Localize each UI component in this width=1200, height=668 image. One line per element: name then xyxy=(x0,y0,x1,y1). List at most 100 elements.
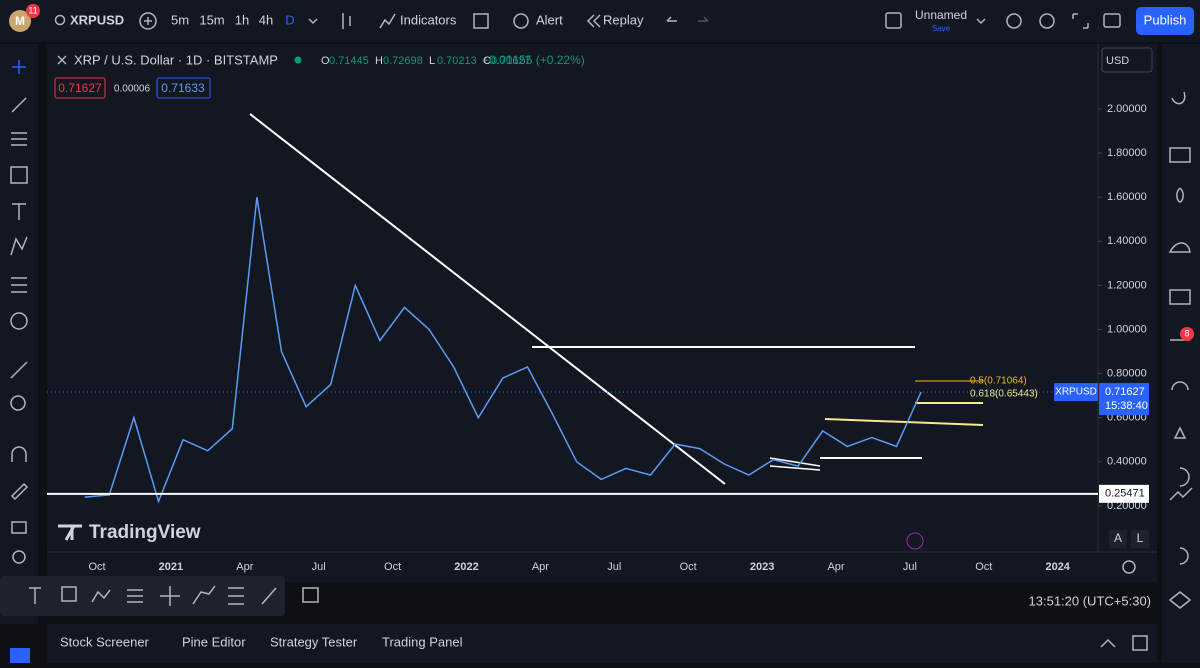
layout-icon[interactable] xyxy=(885,12,902,29)
bottom-tab[interactable]: Pine Editor xyxy=(182,634,246,649)
channel-line[interactable] xyxy=(824,418,984,426)
bottom-tab[interactable]: Stock Screener xyxy=(60,634,150,649)
lock[interactable] xyxy=(11,521,27,534)
replay-icon xyxy=(586,14,601,28)
interval[interactable]: 15m xyxy=(199,12,224,27)
pattern-tool[interactable] xyxy=(10,236,28,256)
publish-button[interactable] xyxy=(1136,7,1194,35)
badge xyxy=(26,4,40,18)
scale-btn[interactable] xyxy=(1109,530,1127,548)
interval[interactable]: 4h xyxy=(259,12,273,27)
fib-label: 0.5(0.71064) xyxy=(970,376,1027,387)
currency: USD xyxy=(1106,55,1129,67)
crosshair[interactable] xyxy=(12,60,26,74)
publish-label: Publish xyxy=(1144,12,1187,27)
fullscreen[interactable] xyxy=(1072,13,1089,29)
interval[interactable]: 5m xyxy=(171,12,189,27)
flag[interactable] xyxy=(769,457,821,471)
support-label: 0.25471 xyxy=(1105,488,1145,500)
x-tick-label: 2024 xyxy=(1045,561,1070,573)
shape-tool[interactable] xyxy=(10,166,28,184)
layout-name[interactable]: Unnamed xyxy=(915,8,967,22)
bottom-tab[interactable]: Strategy Tester xyxy=(270,634,358,649)
add-symbol[interactable] xyxy=(139,12,157,30)
trend-tool[interactable] xyxy=(11,97,27,113)
y-tick-label: 1.00000 xyxy=(1107,323,1147,335)
bottom-tab[interactable]: Trading Panel xyxy=(382,634,463,649)
support-tag xyxy=(1099,484,1149,503)
price-tag xyxy=(1099,383,1149,416)
toolbar-button[interactable]: Alert xyxy=(536,12,563,27)
indicators-icon xyxy=(379,13,396,29)
ask-box[interactable] xyxy=(156,77,211,99)
ask: 0.71633 xyxy=(161,81,205,95)
badge xyxy=(1180,327,1194,341)
magnet[interactable] xyxy=(11,446,27,462)
x-tick-label: Jul xyxy=(607,561,621,573)
snapshot[interactable] xyxy=(1103,13,1121,28)
x-tick-label: Apr xyxy=(532,561,549,573)
text-tool[interactable] xyxy=(12,203,26,220)
star-btn[interactable] xyxy=(10,648,30,663)
x-tick-label: Oct xyxy=(975,561,992,573)
settings[interactable] xyxy=(1039,13,1055,29)
bottom-panel xyxy=(47,624,1157,663)
auto-scale: A xyxy=(1114,531,1122,545)
x-tick-label: Apr xyxy=(827,561,844,573)
dropdown[interactable] xyxy=(308,18,318,25)
redo[interactable] xyxy=(698,16,709,22)
y-tick-label: 1.40000 xyxy=(1107,235,1147,247)
sidebar-icons[interactable] xyxy=(1168,91,1193,609)
dropdown[interactable] xyxy=(976,18,986,25)
interval[interactable]: D xyxy=(285,12,294,27)
axis-settings[interactable] xyxy=(1122,560,1136,574)
chart-type-icon[interactable] xyxy=(342,13,351,29)
log-scale: L xyxy=(1137,531,1144,545)
close-legend[interactable] xyxy=(57,55,67,65)
interval[interactable]: 1h xyxy=(235,12,249,27)
forecast-tool[interactable] xyxy=(11,277,27,293)
x-tick-label: Jul xyxy=(312,561,326,573)
x-tick-label: Oct xyxy=(384,561,401,573)
y-tick-label: 0.40000 xyxy=(1107,456,1147,468)
x-tick-label: Oct xyxy=(88,561,105,573)
quick-search[interactable] xyxy=(1006,13,1022,29)
panel-controls[interactable] xyxy=(1100,635,1148,651)
alert-icon xyxy=(513,13,529,29)
undo[interactable] xyxy=(666,16,677,22)
symbol[interactable]: XRPUSD xyxy=(70,12,124,27)
ohlc-value: 0.72698 xyxy=(383,55,423,67)
scale-btn[interactable] xyxy=(1131,530,1149,548)
top-bar xyxy=(0,0,1200,42)
avatar-letter: M xyxy=(15,14,25,28)
event-marker[interactable] xyxy=(906,532,924,550)
search-icon xyxy=(54,14,66,26)
ohlc-key: C xyxy=(483,55,491,67)
icon-tool[interactable] xyxy=(10,312,28,330)
chart-pane xyxy=(47,44,1157,582)
currency-box[interactable] xyxy=(1101,47,1153,73)
bid: 0.71627 xyxy=(58,81,102,95)
price-line xyxy=(84,197,922,504)
avatar[interactable] xyxy=(9,10,31,32)
ruler[interactable] xyxy=(10,361,28,379)
bid-box[interactable] xyxy=(54,77,106,99)
x-tick-label: 2022 xyxy=(454,561,478,573)
toolbar-button[interactable]: Indicators xyxy=(400,12,457,27)
spread: 0.00006 xyxy=(114,84,151,95)
toolbar-button[interactable]: Replay xyxy=(603,12,644,27)
drawing-tools[interactable] xyxy=(29,585,277,606)
fib-tool[interactable] xyxy=(11,132,27,146)
zoom[interactable] xyxy=(10,395,26,411)
draw-mode[interactable] xyxy=(10,482,29,501)
trend-line[interactable] xyxy=(249,113,726,485)
y-tick-label: 1.20000 xyxy=(1107,279,1147,291)
templates-icon[interactable] xyxy=(473,13,489,29)
date-range[interactable] xyxy=(302,587,319,603)
symbol-tag-text: XRPUSD xyxy=(1055,387,1097,398)
layout-save: Save xyxy=(932,24,951,33)
visibility[interactable] xyxy=(12,550,26,564)
right-bar xyxy=(1162,44,1200,663)
